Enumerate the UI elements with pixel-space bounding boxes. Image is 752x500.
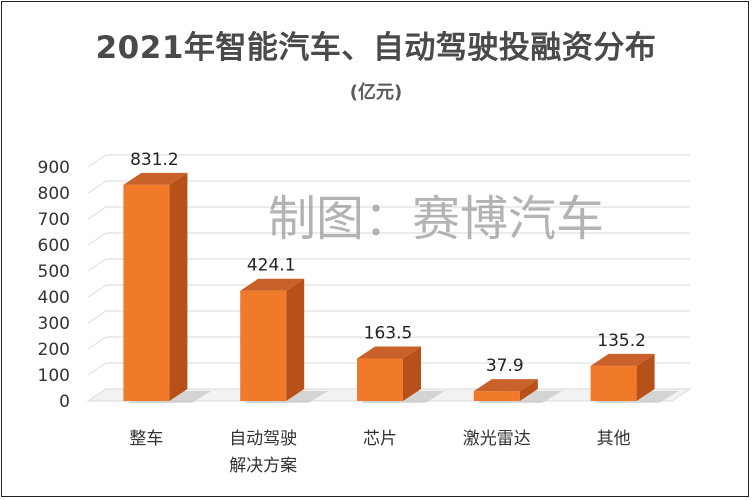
- gridline-side: [87, 206, 107, 220]
- y-tick-label: 700: [38, 210, 70, 230]
- bar: [123, 172, 212, 403]
- x-tick-label: 整车: [129, 429, 163, 449]
- gridline-side: [87, 310, 107, 324]
- data-label: 37.9: [486, 356, 524, 376]
- x-tick-label: 解决方案: [229, 456, 297, 476]
- gridline-side: [87, 180, 107, 194]
- bar-side: [169, 172, 188, 401]
- x-tick-label: 芯片: [363, 429, 397, 449]
- y-tick-label: 500: [38, 262, 70, 282]
- watermark-text: 制图：赛博汽车: [268, 191, 604, 247]
- gridline-side: [87, 284, 107, 298]
- data-label: 163.5: [364, 323, 413, 343]
- bar-top: [123, 172, 188, 185]
- data-label: 831.2: [130, 150, 179, 170]
- x-tick-label: 其他: [597, 429, 631, 449]
- chart-subtitle: (亿元): [349, 82, 403, 103]
- bar: [590, 353, 679, 403]
- y-tick-label: 300: [38, 314, 70, 334]
- x-tick-label: 自动驾驶: [229, 429, 297, 449]
- bar-side: [403, 346, 421, 401]
- y-tick-label: 0: [59, 392, 70, 412]
- bars: [123, 172, 679, 403]
- bar-front: [357, 358, 403, 401]
- bar-side: [519, 379, 538, 401]
- bar: [240, 278, 329, 403]
- y-axis: 0 100 200 300 400 500 600 700 800 900: [38, 158, 70, 412]
- y-tick-label: 100: [38, 366, 70, 386]
- y-tick-label: 200: [38, 340, 70, 360]
- bar-top: [590, 353, 655, 366]
- y-tick-label: 900: [38, 158, 70, 178]
- data-label: 424.1: [247, 256, 296, 276]
- bar: [357, 346, 445, 403]
- bar-side: [286, 278, 305, 401]
- gridline-side: [87, 232, 107, 246]
- bar-front: [123, 184, 170, 401]
- y-tick-label: 400: [38, 288, 70, 308]
- data-label: 135.2: [597, 331, 646, 351]
- bar-front: [473, 391, 520, 401]
- bar-top: [357, 346, 421, 359]
- bar-front: [590, 365, 637, 401]
- bar: [473, 379, 562, 403]
- bar-front: [240, 290, 287, 401]
- y-tick-label: 600: [38, 236, 70, 256]
- bar-side: [636, 353, 655, 401]
- gridline-side: [87, 258, 107, 272]
- bar-top: [240, 278, 305, 291]
- gridline-side: [87, 336, 107, 350]
- gridline-side: [87, 154, 107, 168]
- gridline-side: [87, 362, 107, 376]
- data-labels: 831.2 424.1 163.5 37.9 135.2: [130, 150, 646, 376]
- bar-top: [473, 379, 538, 392]
- y-tick-label: 800: [38, 184, 70, 204]
- x-tick-label: 激光雷达: [463, 429, 531, 449]
- chart-title: 2021年智能汽车、自动驾驶投融资分布: [95, 30, 657, 66]
